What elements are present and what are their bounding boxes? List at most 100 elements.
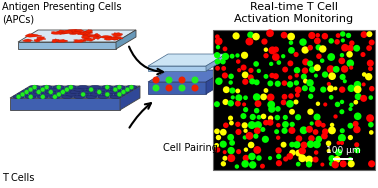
Circle shape [367, 60, 374, 67]
Circle shape [216, 135, 221, 140]
Polygon shape [94, 90, 105, 94]
Polygon shape [21, 90, 32, 94]
Circle shape [348, 157, 353, 162]
Polygon shape [65, 86, 76, 89]
Circle shape [282, 121, 289, 128]
Polygon shape [58, 31, 68, 35]
Polygon shape [120, 86, 140, 110]
Circle shape [45, 85, 49, 89]
Polygon shape [45, 90, 56, 94]
Circle shape [315, 120, 322, 127]
Polygon shape [74, 95, 85, 99]
Text: Real-time T Cell
Activation Monitoring: Real-time T Cell Activation Monitoring [234, 2, 353, 24]
Circle shape [272, 53, 280, 61]
Circle shape [306, 126, 313, 133]
Circle shape [28, 95, 33, 99]
Circle shape [314, 150, 318, 155]
Circle shape [216, 45, 220, 49]
Circle shape [327, 149, 331, 153]
Circle shape [306, 161, 312, 168]
Circle shape [215, 59, 220, 64]
Polygon shape [52, 39, 59, 43]
Circle shape [254, 127, 261, 134]
Circle shape [327, 82, 331, 86]
Circle shape [249, 114, 256, 120]
Circle shape [273, 46, 279, 53]
Polygon shape [18, 30, 136, 42]
Circle shape [339, 74, 345, 80]
Circle shape [294, 73, 299, 78]
Polygon shape [65, 93, 76, 96]
Circle shape [254, 108, 259, 113]
Polygon shape [13, 95, 24, 99]
Circle shape [221, 161, 226, 166]
Circle shape [313, 114, 321, 121]
Circle shape [316, 33, 320, 38]
Circle shape [288, 93, 294, 99]
Circle shape [298, 154, 306, 162]
Circle shape [232, 32, 240, 39]
Circle shape [340, 31, 345, 37]
Polygon shape [93, 37, 101, 39]
Circle shape [166, 77, 172, 83]
Circle shape [244, 147, 248, 152]
Circle shape [354, 86, 361, 93]
Circle shape [236, 149, 241, 154]
Circle shape [269, 62, 273, 66]
Polygon shape [98, 95, 109, 99]
Polygon shape [102, 93, 113, 96]
Text: Antigen Presenting Cells
(APCs): Antigen Presenting Cells (APCs) [2, 2, 121, 24]
Circle shape [276, 60, 281, 65]
Circle shape [293, 52, 299, 57]
Circle shape [235, 94, 242, 101]
Circle shape [214, 143, 219, 148]
Circle shape [335, 102, 340, 107]
Polygon shape [104, 37, 118, 40]
Circle shape [16, 95, 21, 99]
Circle shape [223, 86, 230, 93]
Circle shape [242, 71, 249, 78]
Circle shape [240, 113, 246, 119]
Circle shape [316, 53, 322, 59]
Circle shape [347, 45, 354, 52]
Polygon shape [56, 39, 68, 42]
Circle shape [338, 58, 345, 64]
Circle shape [57, 85, 61, 89]
Circle shape [368, 122, 374, 127]
Circle shape [282, 94, 287, 100]
Circle shape [309, 66, 316, 73]
Circle shape [316, 102, 320, 106]
Polygon shape [68, 33, 79, 35]
Circle shape [295, 92, 300, 97]
Circle shape [303, 79, 308, 84]
Polygon shape [53, 86, 64, 89]
Circle shape [320, 163, 324, 167]
Circle shape [295, 114, 301, 120]
Polygon shape [77, 93, 88, 96]
Polygon shape [206, 70, 226, 94]
Circle shape [341, 38, 345, 42]
Circle shape [65, 87, 69, 92]
Polygon shape [110, 88, 121, 91]
Circle shape [281, 32, 287, 39]
Circle shape [302, 58, 309, 65]
Circle shape [282, 67, 288, 73]
Polygon shape [82, 34, 96, 37]
Polygon shape [98, 88, 109, 91]
Circle shape [354, 147, 360, 153]
Circle shape [366, 45, 372, 51]
Circle shape [237, 68, 241, 72]
Circle shape [49, 90, 53, 94]
Polygon shape [83, 37, 95, 41]
Circle shape [261, 38, 268, 45]
Circle shape [220, 141, 227, 148]
Circle shape [368, 160, 375, 167]
Polygon shape [34, 39, 41, 42]
Circle shape [281, 54, 285, 58]
Polygon shape [53, 93, 64, 96]
Polygon shape [118, 90, 129, 94]
Circle shape [289, 40, 293, 45]
Polygon shape [37, 37, 46, 40]
Circle shape [61, 90, 65, 94]
Circle shape [316, 44, 322, 50]
